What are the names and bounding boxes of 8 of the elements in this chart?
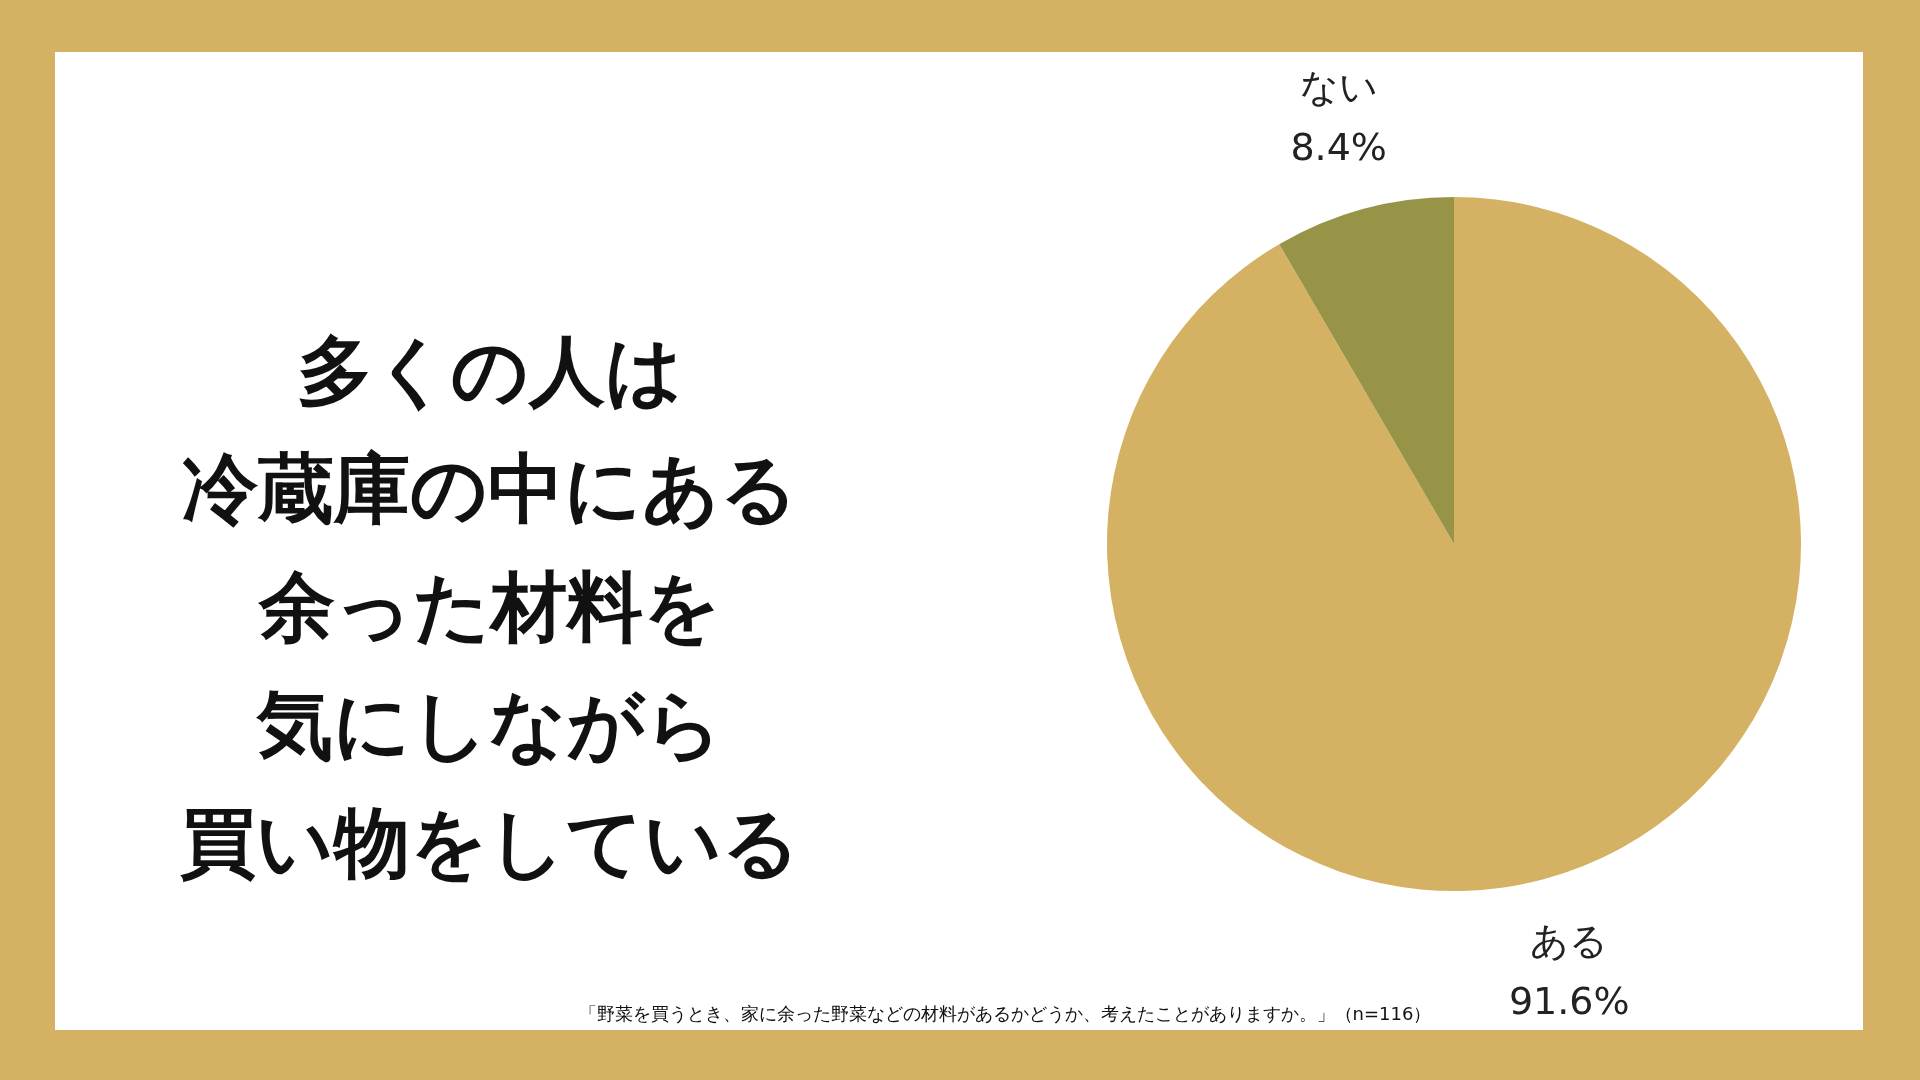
pie-slice bbox=[1107, 197, 1801, 891]
pie-slice bbox=[1279, 197, 1454, 544]
slice-label: ある bbox=[1530, 918, 1609, 963]
slice-label: ない bbox=[1299, 65, 1378, 110]
text: 「野菜を買うとき、家に余った野菜などの材料があるかどうか、考えたことがありますか。」（n=116） bbox=[578, 1003, 1432, 1024]
data-label: 8.4% bbox=[1290, 125, 1387, 170]
data-label: 91.6% bbox=[1508, 978, 1630, 1023]
text: 多くの人は冷蔵庫の中にある余った材料を気にしながら買い物をしている bbox=[179, 325, 801, 889]
